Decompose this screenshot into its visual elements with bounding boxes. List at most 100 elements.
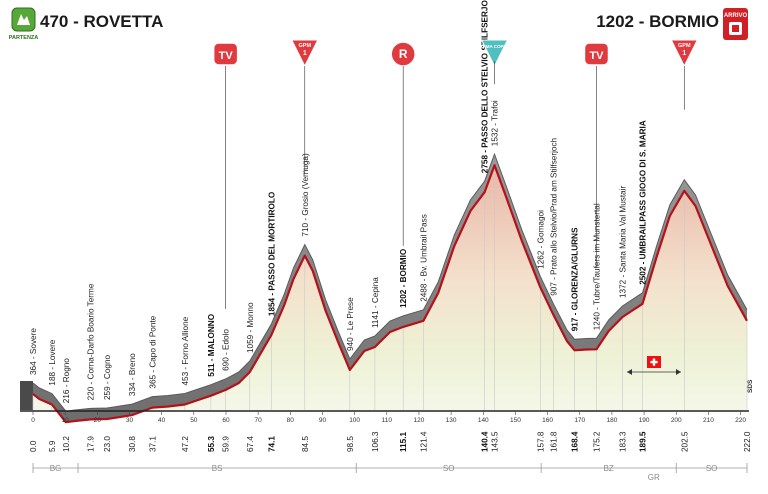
km-label: 202.5 xyxy=(680,431,689,452)
km-label: 74.1 xyxy=(267,436,276,452)
customs-box xyxy=(627,356,681,375)
waypoint-label: 1059 - Monno xyxy=(246,302,255,353)
region-label: BG xyxy=(50,464,62,473)
x-tick-label: 210 xyxy=(703,417,714,424)
km-label: 161.8 xyxy=(549,431,558,452)
finish-badge: ARRIVO xyxy=(723,8,748,40)
x-axis: 0 10 20 30 40 50 60 70 80 90 100 110 120 130 140 150 160… xyxy=(20,410,749,424)
waypoint-label: 690 - Edolo xyxy=(222,329,231,371)
profile-area xyxy=(33,165,747,423)
gpm-icon xyxy=(670,39,699,68)
km-label: 106.3 xyxy=(371,431,380,452)
sds-logo: SDS xyxy=(747,379,754,393)
tv-label: TV xyxy=(589,50,604,62)
km-label: 17.9 xyxy=(87,436,96,452)
x-tick-label: 40 xyxy=(158,417,166,424)
km-label: 168.4 xyxy=(571,431,580,452)
km-gridlines xyxy=(32,165,748,423)
km-label: 183.3 xyxy=(619,431,628,452)
profile-band xyxy=(32,152,748,424)
x-tick-label: 90 xyxy=(319,417,327,424)
km-label: 98.5 xyxy=(346,436,355,452)
finish-altitude-title: 1202 - BORMIO xyxy=(596,12,719,31)
x-tick-label: 220 xyxy=(735,417,746,424)
tv-icon xyxy=(212,42,239,66)
km-label: 10.2 xyxy=(62,436,71,452)
region-label: SO xyxy=(706,464,718,473)
profile-outline xyxy=(32,164,748,424)
waypoint-label: 1854 - PASSO DEL MORTIROLO xyxy=(267,191,276,316)
x-tick-label: 130 xyxy=(446,417,457,424)
start-header: PARTENZA 470 - ROVETTA xyxy=(9,7,163,41)
waypoint-label: 1262 - Gomagoi xyxy=(537,210,546,269)
km-label: 47.2 xyxy=(181,436,190,452)
x-tick-label: 60 xyxy=(222,417,230,424)
km-label: 30.8 xyxy=(128,436,137,452)
waypoint-label: 334 - Breno xyxy=(128,353,137,396)
waypoint-label: 2502 - UMBRAILPASS GIOGO DI S. MARIA xyxy=(638,120,647,285)
waypoint-label: 188 - Lovere xyxy=(48,339,57,385)
start-badge: PARTENZA xyxy=(9,7,38,41)
refreshment-label: R xyxy=(399,47,408,61)
x-tick-label: 20 xyxy=(94,417,102,424)
marker-r: R xyxy=(390,41,416,246)
km-label: 175.2 xyxy=(592,431,601,452)
km-label: 5.9 xyxy=(48,440,57,452)
gpm-category: 1 xyxy=(303,50,307,57)
tv-icon xyxy=(583,42,610,66)
waypoint-label: 1372 - Santa Maria Val Mustair xyxy=(619,185,628,298)
x-tick-label: 10 xyxy=(62,417,70,424)
x-tick-label: 170 xyxy=(574,417,585,424)
region-label-sub: GR xyxy=(648,473,660,482)
cima-coppi-label: CIMA COPPI xyxy=(481,44,508,49)
x-tick-label: 200 xyxy=(671,417,682,424)
region-label: BZ xyxy=(604,464,614,473)
waypoint-label: 1240 - Tubre/Taufers im Munstertal xyxy=(592,203,601,330)
x-tick-label: 70 xyxy=(255,417,263,424)
start-altitude-title: 470 - ROVETTA xyxy=(40,12,163,31)
km-label: 67.4 xyxy=(246,436,255,452)
waypoint-label: 259 - Cogno xyxy=(103,354,112,400)
gpm-label: GPM xyxy=(299,43,312,49)
finish-badge-label: ARRIVO xyxy=(724,13,748,19)
x-tick-label: 150 xyxy=(510,417,521,424)
x-tick-label: 80 xyxy=(287,417,295,424)
km-label: 157.8 xyxy=(537,431,546,452)
region-label: SO xyxy=(443,464,455,473)
tv-label: TV xyxy=(219,50,234,62)
marker-tv: TV xyxy=(212,42,239,309)
x-tick-label: 30 xyxy=(126,417,134,424)
gpm-label: GPM xyxy=(678,43,691,49)
waypoint-label: 917 - GLORENZA/GLURNS xyxy=(571,227,580,331)
waypoint-label: 907 - Prato allo Stelvio/Prad am Stilfse… xyxy=(549,137,558,295)
km-label: 84.5 xyxy=(301,436,310,452)
waypoint-label: 216 - Rogno xyxy=(62,358,71,404)
x-tick-label: 100 xyxy=(349,417,360,424)
start-wall xyxy=(20,381,33,410)
profile-fill xyxy=(20,165,747,423)
x-tick-label: 50 xyxy=(190,417,198,424)
region-bar: BG BS SO BZ SO GR xyxy=(32,463,748,482)
waypoint-label: 710 - Grosio (Vernuga) xyxy=(301,153,310,237)
km-label: 222.0 xyxy=(743,431,752,452)
flag-icon xyxy=(17,14,30,25)
waypoint-label: 2758 - PASSO DELLO STELVIO STILFSERJOCH xyxy=(481,0,490,173)
km-label: 189.5 xyxy=(638,431,647,452)
waypoint-label: 2488 - Bv. Umbrail Pass xyxy=(419,214,428,302)
waypoint-label: 220 - Corna-Darfo Boario Terme xyxy=(87,283,96,400)
marker-cima-coppi: CIMA COPPI xyxy=(480,39,509,85)
km-label: 0.0 xyxy=(29,440,38,452)
km-label: 23.0 xyxy=(103,436,112,452)
km-label: 37.1 xyxy=(148,436,157,452)
km-label: 143.5 xyxy=(491,431,500,452)
km-label: 140.4 xyxy=(481,431,490,452)
km-label: 121.4 xyxy=(419,431,428,452)
x-tick-label: 140 xyxy=(478,417,489,424)
x-tick-label: 190 xyxy=(639,417,650,424)
x-tick-label: 0 xyxy=(31,417,35,424)
